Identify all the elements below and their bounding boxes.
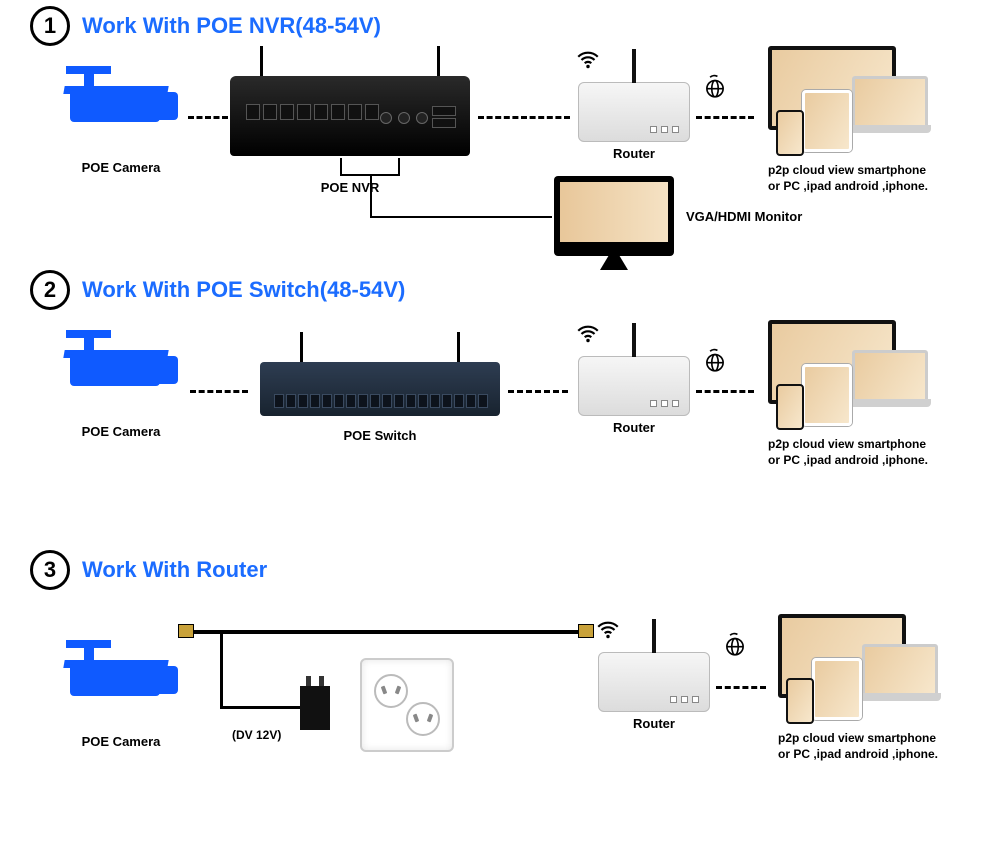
router-icon xyxy=(578,356,690,416)
section-1: 1 Work With POE NVR(48-54V) POE Camera xyxy=(0,6,1000,216)
monitor-icon xyxy=(554,176,674,256)
link-cam-switch xyxy=(190,390,248,393)
link-router-devices-1 xyxy=(696,116,754,119)
camera-1-label: POE Camera xyxy=(56,160,186,175)
router-2-label: Router xyxy=(578,420,690,435)
nvr-label: POE NVR xyxy=(230,180,470,195)
rj45-left xyxy=(178,624,194,638)
router-icon xyxy=(598,652,710,712)
camera-icon xyxy=(56,640,186,730)
section-3-number: 3 xyxy=(30,550,70,590)
link-cam-nvr xyxy=(188,116,228,119)
poe-camera-3: POE Camera xyxy=(56,640,186,749)
router-1: Router xyxy=(578,82,690,161)
camera-icon xyxy=(56,66,186,156)
link-router-devices-2 xyxy=(696,390,754,393)
devices-1: p2p cloud view smartphone or PC ,ipad an… xyxy=(768,46,928,194)
camera-icon xyxy=(56,330,186,420)
poe-camera-1: POE Camera xyxy=(56,66,186,175)
router-3: Router xyxy=(598,652,710,731)
camera-2-label: POE Camera xyxy=(56,424,186,439)
ethernet-cable xyxy=(190,630,580,634)
section-2-row: POE Camera POE Switch xyxy=(0,310,1000,480)
section-3-row: POE Camera (DV 12V) xyxy=(0,590,1000,790)
devices-3: p2p cloud view smartphone or PC ,ipad an… xyxy=(778,614,938,762)
poe-camera-2: POE Camera xyxy=(56,330,186,439)
monitor-label: VGA/HDMI Monitor xyxy=(686,209,802,224)
router-icon xyxy=(578,82,690,142)
globe-icon-3 xyxy=(722,632,748,658)
link-nvr-router xyxy=(478,116,570,119)
globe-icon-2 xyxy=(702,348,728,374)
monitor: VGA/HDMI Monitor xyxy=(554,176,802,256)
section-1-number: 1 xyxy=(30,6,70,46)
switch-label: POE Switch xyxy=(260,428,500,443)
poe-nvr: POE NVR xyxy=(230,76,470,195)
section-1-header: 1 Work With POE NVR(48-54V) xyxy=(0,6,1000,46)
link-switch-router xyxy=(508,390,568,393)
link-router-devices-3 xyxy=(716,686,766,689)
globe-icon-1 xyxy=(702,74,728,100)
wifi-icon xyxy=(595,617,621,649)
section-2: 2 Work With POE Switch(48-54V) POE Camer… xyxy=(0,270,1000,480)
poe-switch: POE Switch xyxy=(260,362,500,443)
section-3: 3 Work With Router POE Camera (DV 12V) xyxy=(0,550,1000,790)
devices-2: p2p cloud view smartphone or PC ,ipad an… xyxy=(768,320,928,468)
section-2-number: 2 xyxy=(30,270,70,310)
wifi-icon xyxy=(575,47,601,79)
devices-2-caption: p2p cloud view smartphone or PC ,ipad an… xyxy=(768,436,928,468)
router-3-label: Router xyxy=(598,716,710,731)
camera-3-label: POE Camera xyxy=(56,734,186,749)
section-1-row: POE Camera POE NVR xyxy=(0,46,1000,216)
rj45-right xyxy=(578,624,594,638)
adapter-label: (DV 12V) xyxy=(232,728,281,742)
router-1-label: Router xyxy=(578,146,690,161)
wifi-icon xyxy=(575,321,601,353)
wall-outlet xyxy=(360,658,454,752)
outlet-icon xyxy=(360,658,454,752)
devices-icon xyxy=(768,46,928,146)
devices-icon xyxy=(778,614,938,714)
devices-3-caption: p2p cloud view smartphone or PC ,ipad an… xyxy=(778,730,938,762)
power-adapter xyxy=(300,686,330,730)
switch-icon xyxy=(260,362,500,416)
nvr-icon xyxy=(230,76,470,156)
adapter-icon xyxy=(300,686,330,730)
section-3-header: 3 Work With Router xyxy=(0,550,1000,590)
section-3-title: Work With Router xyxy=(82,557,267,583)
section-2-title: Work With POE Switch(48-54V) xyxy=(82,277,405,303)
section-1-title: Work With POE NVR(48-54V) xyxy=(82,13,381,39)
router-2: Router xyxy=(578,356,690,435)
devices-icon xyxy=(768,320,928,420)
section-2-header: 2 Work With POE Switch(48-54V) xyxy=(0,270,1000,310)
